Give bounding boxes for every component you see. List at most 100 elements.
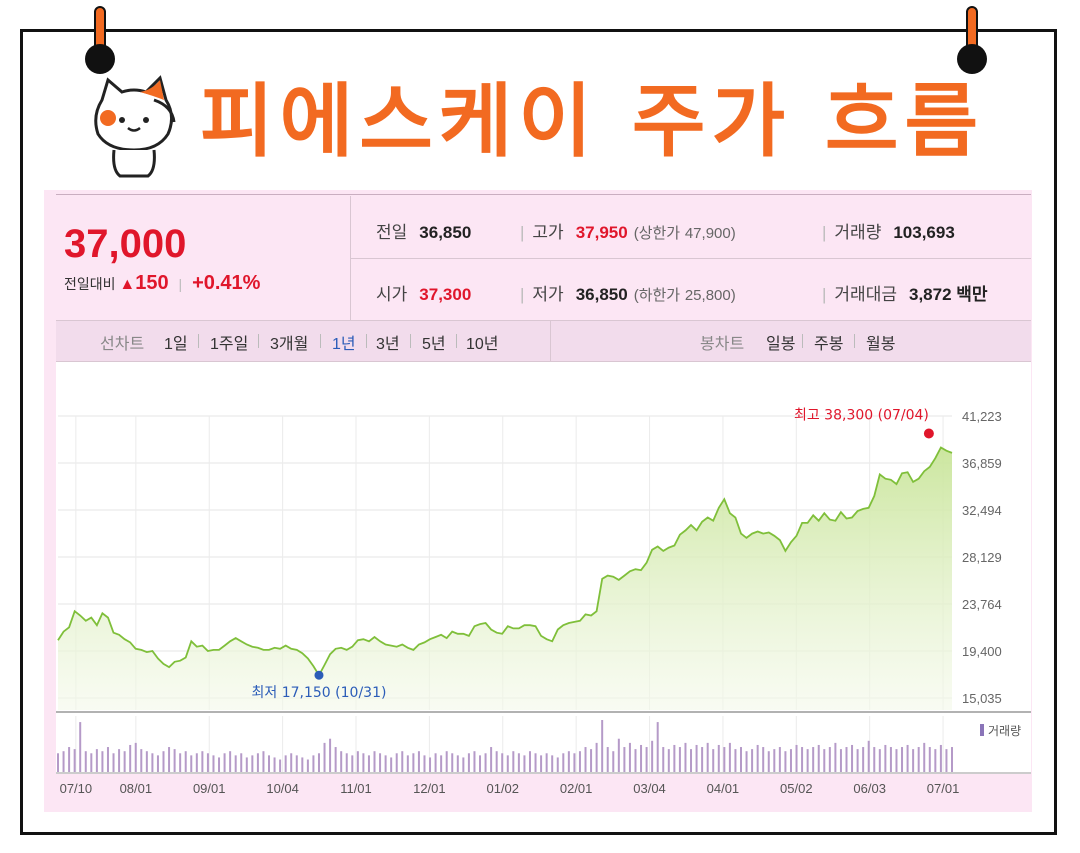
volume-bar xyxy=(479,755,482,772)
volume-bar xyxy=(195,753,198,772)
volume-bar xyxy=(878,749,881,772)
change-value: 150 xyxy=(135,272,169,294)
volume-bar xyxy=(717,744,720,772)
volume-bar xyxy=(851,744,854,772)
volume-bar xyxy=(162,751,165,772)
prev-close-label: 전일 xyxy=(376,223,408,242)
right-pin-hole xyxy=(957,44,987,74)
x-tick-label: 07/10 xyxy=(60,781,93,796)
low-label: 최저 17,150 (10/31) xyxy=(252,685,387,701)
tab-separator xyxy=(320,334,321,348)
low-stat: | 저가 36,850 (하한가 25,800) xyxy=(520,280,736,305)
volume-bar xyxy=(795,744,798,772)
volume-bar xyxy=(256,753,259,772)
volume-bar xyxy=(423,755,426,772)
volume-bar xyxy=(778,747,781,772)
change-label: 전일대비 xyxy=(64,276,116,292)
volume-bar xyxy=(567,751,570,772)
volume-bar xyxy=(190,755,193,772)
volume-bar xyxy=(573,753,576,772)
stat-separator: | xyxy=(520,223,525,242)
volume-bar xyxy=(634,749,637,772)
volume-bar xyxy=(68,747,71,772)
volume-bar xyxy=(251,755,254,772)
volume-bar xyxy=(201,751,204,772)
volume-bar xyxy=(456,755,459,772)
open-label: 시가 xyxy=(376,285,408,304)
high-value: 37,950 xyxy=(575,223,628,242)
tab-5year[interactable]: 5년 xyxy=(422,336,446,353)
tab-3month[interactable]: 3개월 xyxy=(270,336,309,353)
tab-10year[interactable]: 10년 xyxy=(466,336,499,353)
volume-bar xyxy=(384,755,387,772)
volume-bar xyxy=(306,759,309,772)
volume-bar xyxy=(540,755,543,772)
tab-daily-candle[interactable]: 일봉 xyxy=(766,336,796,353)
volume-bar xyxy=(806,749,809,772)
volume-bar xyxy=(767,751,770,772)
volume-bar xyxy=(440,755,443,772)
volume-bar xyxy=(112,753,115,772)
volume-bar xyxy=(245,757,248,772)
volume-bar xyxy=(862,747,865,772)
trade-value-stat: | 거래대금 3,872 백만 xyxy=(822,280,988,305)
volume-bar xyxy=(101,751,104,772)
volume-bar xyxy=(445,751,448,772)
volume-bar xyxy=(728,742,731,772)
low-value: 36,850 xyxy=(575,285,628,304)
volume-legend-swatch xyxy=(980,724,984,736)
volume-bar xyxy=(839,749,842,772)
x-tick-label: 03/04 xyxy=(633,781,666,796)
volume-bar xyxy=(218,757,221,772)
volume-bar xyxy=(295,755,298,772)
volume-bar xyxy=(801,747,804,772)
tabs-divider xyxy=(550,320,551,362)
volume-bar xyxy=(273,757,276,772)
volume-bar xyxy=(329,738,332,772)
volume-bar xyxy=(184,751,187,772)
volume-bar xyxy=(323,742,326,772)
current-price: 37,000 xyxy=(64,222,187,266)
y-tick-label: 28,129 xyxy=(962,550,1002,565)
volume-bar xyxy=(118,749,121,772)
y-axis: 41,223 36,859 32,494 28,129 23,764 19,400 15,0… xyxy=(962,409,1002,706)
volume-bar xyxy=(429,757,432,772)
volume-bar xyxy=(645,747,648,772)
volume-bar xyxy=(789,749,792,772)
volume-bar xyxy=(584,747,587,772)
trade-value-label: 거래대금 xyxy=(834,285,897,304)
volume-bar xyxy=(495,751,498,772)
volume-bar xyxy=(517,753,520,772)
tab-weekly-candle[interactable]: 주봉 xyxy=(814,336,844,353)
volume-bar xyxy=(628,742,631,772)
volume-bar xyxy=(129,744,132,772)
volume-bar xyxy=(684,742,687,772)
volume-bar xyxy=(95,749,98,772)
tab-1week[interactable]: 1주일 xyxy=(210,336,249,353)
x-tick-label: 04/01 xyxy=(707,781,740,796)
tab-monthly-candle[interactable]: 월봉 xyxy=(866,336,896,353)
cat-mascot-icon xyxy=(94,75,176,178)
volume-bar xyxy=(90,753,93,772)
volume-bar xyxy=(356,751,359,772)
volume-bar xyxy=(756,744,759,772)
lower-limit-label: (하한가 xyxy=(633,287,681,304)
volume-bar xyxy=(134,742,137,772)
volume-bar xyxy=(640,744,643,772)
volume-bar xyxy=(701,747,704,772)
volume-bar xyxy=(528,751,531,772)
volume-bar xyxy=(390,757,393,772)
open-value: 37,300 xyxy=(419,285,472,304)
volume-bar xyxy=(240,753,243,772)
volume-bar xyxy=(434,753,437,772)
tab-1year[interactable]: 1년 xyxy=(332,336,356,353)
x-tick-label: 06/03 xyxy=(853,781,886,796)
volume-bar xyxy=(901,747,904,772)
volume-bar xyxy=(334,747,337,772)
volume-bar xyxy=(695,744,698,772)
high-stat: | 고가 37,950 (상한가 47,900) xyxy=(520,218,736,243)
volume-bar xyxy=(406,755,409,772)
tab-1day[interactable]: 1일 xyxy=(164,336,188,353)
tab-3year[interactable]: 3년 xyxy=(376,336,400,353)
x-tick-label: 12/01 xyxy=(413,781,446,796)
